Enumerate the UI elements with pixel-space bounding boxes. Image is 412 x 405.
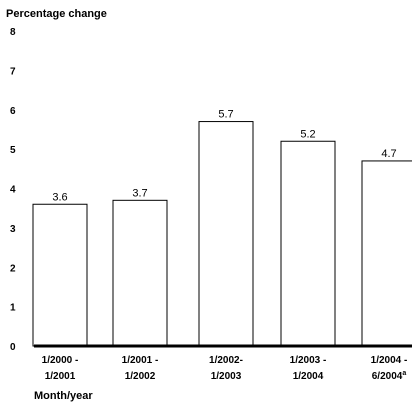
x-tick-label: 1/2001 - bbox=[122, 355, 159, 366]
x-tick-label: 1/2003 bbox=[211, 371, 242, 382]
bar bbox=[361, 160, 412, 347]
x-tick-label: 6/2004a bbox=[372, 370, 407, 382]
x-tick-label: 1/2002- bbox=[209, 355, 243, 366]
y-tick-label: 6 bbox=[10, 106, 16, 117]
data-label: 5.7 bbox=[218, 109, 233, 121]
y-tick-label: 5 bbox=[10, 145, 16, 156]
bar bbox=[280, 140, 336, 347]
data-label: 5.2 bbox=[300, 128, 315, 140]
y-axis-label: Percentage change bbox=[6, 8, 107, 20]
data-label: 3.6 bbox=[52, 191, 67, 203]
y-tick-label: 7 bbox=[10, 66, 16, 77]
x-tick-label: 1/2000 - bbox=[42, 355, 79, 366]
x-tick-label-line: 1/2001 bbox=[45, 371, 76, 382]
x-axis-categories: 1/2000 - 1/2001 1/2001 - 1/2002 1/2002- 1/200… bbox=[42, 355, 408, 382]
x-tick-label: 1/2004 - bbox=[371, 355, 408, 366]
footnote-marker: a bbox=[402, 370, 406, 377]
y-tick-label: 0 bbox=[10, 342, 16, 353]
x-tick-label-line: 1/2004 bbox=[293, 371, 324, 382]
y-tick-label: 2 bbox=[10, 263, 16, 274]
y-tick-label: 4 bbox=[10, 185, 16, 196]
y-tick-label: 8 bbox=[10, 27, 16, 38]
bars: 3.6 3.7 5.7 5.2 4.7 bbox=[32, 109, 412, 347]
x-axis-label: Month/year bbox=[34, 390, 93, 402]
bar bbox=[198, 121, 254, 347]
bar bbox=[32, 203, 88, 347]
data-label: 3.7 bbox=[132, 187, 147, 199]
bar bbox=[112, 199, 168, 347]
x-tick-label: 1/2003 - bbox=[290, 355, 327, 366]
x-tick-label: 1/2001 bbox=[45, 371, 76, 382]
x-tick-label: 1/2004 bbox=[293, 371, 324, 382]
y-tick-label: 3 bbox=[10, 224, 16, 235]
y-tick-label: 1 bbox=[10, 303, 16, 314]
data-label: 4.7 bbox=[381, 148, 396, 160]
x-tick-label-line: 6/2004 bbox=[372, 371, 403, 382]
x-tick-label: 1/2002 bbox=[125, 371, 156, 382]
x-tick-label-line: 1/2002 bbox=[125, 371, 156, 382]
y-axis-ticks: 0 1 2 3 4 5 6 7 8 bbox=[10, 27, 16, 353]
x-tick-label-line: 1/2003 bbox=[211, 371, 242, 382]
